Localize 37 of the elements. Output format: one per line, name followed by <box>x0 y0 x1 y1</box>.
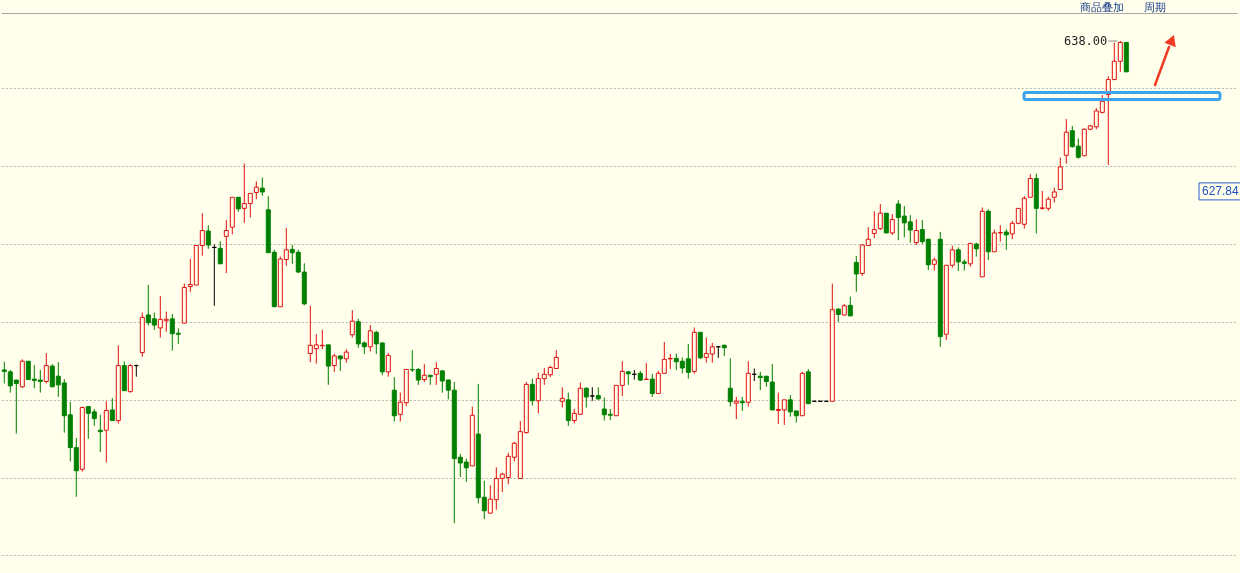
candlestick <box>205 224 211 250</box>
candlestick <box>727 357 733 408</box>
candlestick <box>349 309 355 339</box>
candlestick <box>529 378 535 407</box>
candlestick <box>583 386 589 409</box>
candlestick <box>559 386 565 409</box>
candlestick <box>877 203 883 231</box>
text: 周期 <box>1144 1 1166 14</box>
candlestick <box>871 210 877 239</box>
candlestick <box>367 324 373 353</box>
candlestick <box>97 414 103 453</box>
candlestick <box>1027 173 1033 198</box>
text: 商品叠加 <box>1080 1 1124 14</box>
candlestick <box>853 255 859 293</box>
annotation: 638.00 <box>1063 34 1108 48</box>
candlestick <box>889 213 895 236</box>
candlestick <box>217 240 223 265</box>
candlestick <box>259 176 265 197</box>
candlestick <box>643 362 649 381</box>
candlestick <box>847 296 853 317</box>
candlestick <box>1003 228 1009 251</box>
candlestick <box>385 352 391 378</box>
candlestick <box>43 352 49 384</box>
text: 627.84 <box>1202 184 1240 199</box>
candlestick <box>649 373 655 398</box>
candlestick <box>109 397 115 422</box>
candlestick <box>103 400 109 464</box>
candlestick <box>913 218 919 246</box>
candlestick <box>733 396 739 420</box>
candlestick <box>967 242 973 268</box>
candlestick <box>1057 157 1063 191</box>
candlestick <box>325 344 331 386</box>
candlestick <box>565 392 571 427</box>
candlestick <box>1063 118 1069 164</box>
candlestick <box>433 361 439 386</box>
candlestick <box>883 212 889 234</box>
candlestick <box>223 219 229 274</box>
